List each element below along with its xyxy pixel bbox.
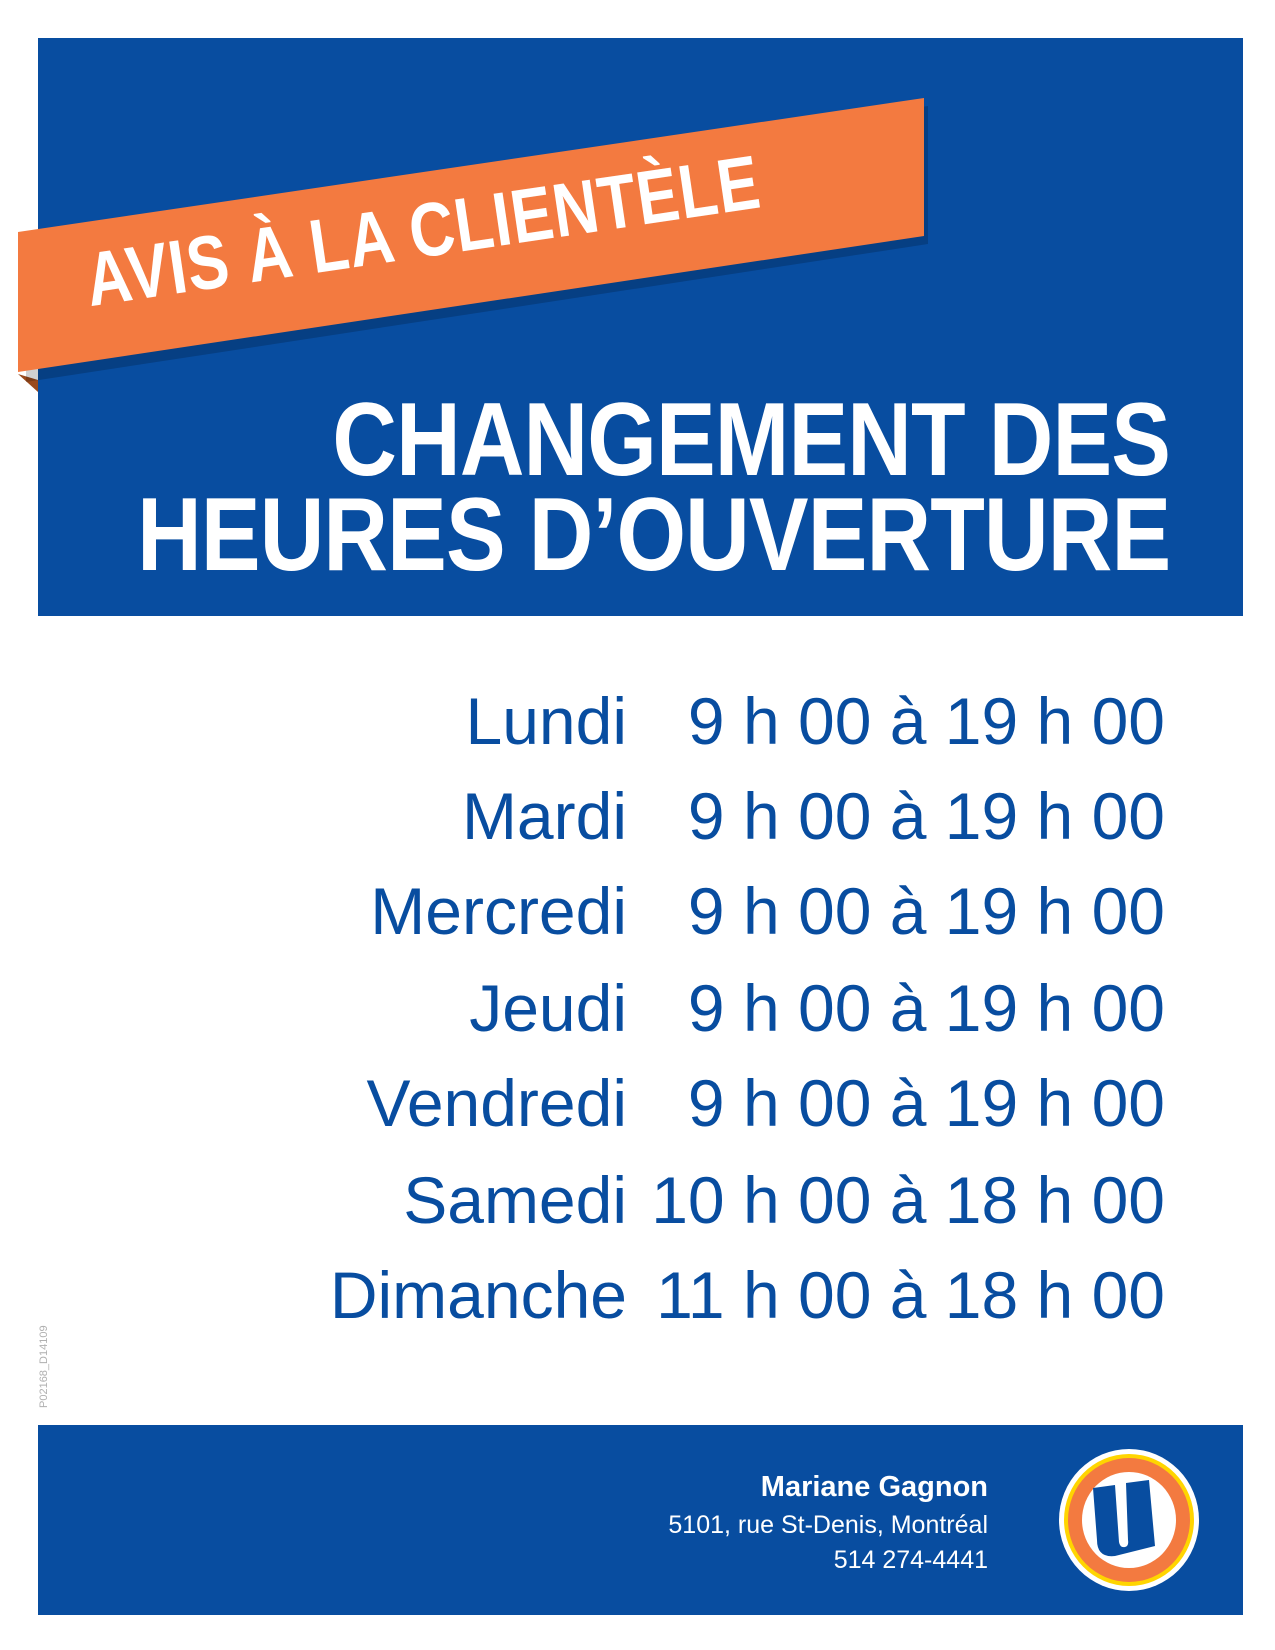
hours-row: Samedi 10 h 00 à 18 h 00 [0, 1162, 1275, 1242]
hours-row: Lundi 9 h 00 à 19 h 00 [0, 683, 1275, 763]
hours-row: Mercredi 9 h 00 à 19 h 00 [0, 873, 1275, 953]
day-label: Samedi [403, 1163, 627, 1237]
footer-panel: Mariane Gagnon 5101, rue St-Denis, Montr… [38, 1425, 1243, 1615]
day-label: Lundi [465, 684, 628, 758]
page-title-line1: CHANGEMENT DES [332, 382, 1171, 498]
hours-value: 11 h 00 à 18 h 00 [656, 1258, 1165, 1332]
day-label: Mardi [461, 779, 627, 853]
banner-fold [18, 374, 38, 392]
uniprix-logo-icon [1059, 1449, 1199, 1591]
store-phone: 514 274-4441 [833, 1546, 988, 1574]
hours-row: Mardi 9 h 00 à 19 h 00 [0, 778, 1275, 858]
hours-value: 9 h 00 à 19 h 00 [687, 1066, 1165, 1140]
day-label: Mercredi [370, 874, 627, 948]
store-address: 5101, rue St-Denis, Montréal [668, 1511, 988, 1539]
hours-value: 10 h 00 à 18 h 00 [651, 1163, 1165, 1237]
hours-value: 9 h 00 à 19 h 00 [687, 684, 1165, 758]
hours-row: Vendredi 9 h 00 à 19 h 00 [0, 1065, 1275, 1145]
hours-row: Dimanche 11 h 00 à 18 h 00 [0, 1257, 1275, 1337]
day-label: Dimanche [329, 1258, 627, 1332]
store-owner-name: Mariane Gagnon [760, 1471, 988, 1503]
hours-value: 9 h 00 à 19 h 00 [687, 779, 1165, 853]
day-label: Jeudi [469, 971, 627, 1045]
page-title-line2: HEURES D’OUVERTURE [136, 477, 1171, 593]
day-label: Vendredi [366, 1066, 627, 1140]
hours-value: 9 h 00 à 19 h 00 [687, 971, 1165, 1045]
hours-value: 9 h 00 à 19 h 00 [687, 874, 1165, 948]
document-code: P02168_D14109 [38, 1325, 50, 1408]
hours-row: Jeudi 9 h 00 à 19 h 00 [0, 970, 1275, 1050]
